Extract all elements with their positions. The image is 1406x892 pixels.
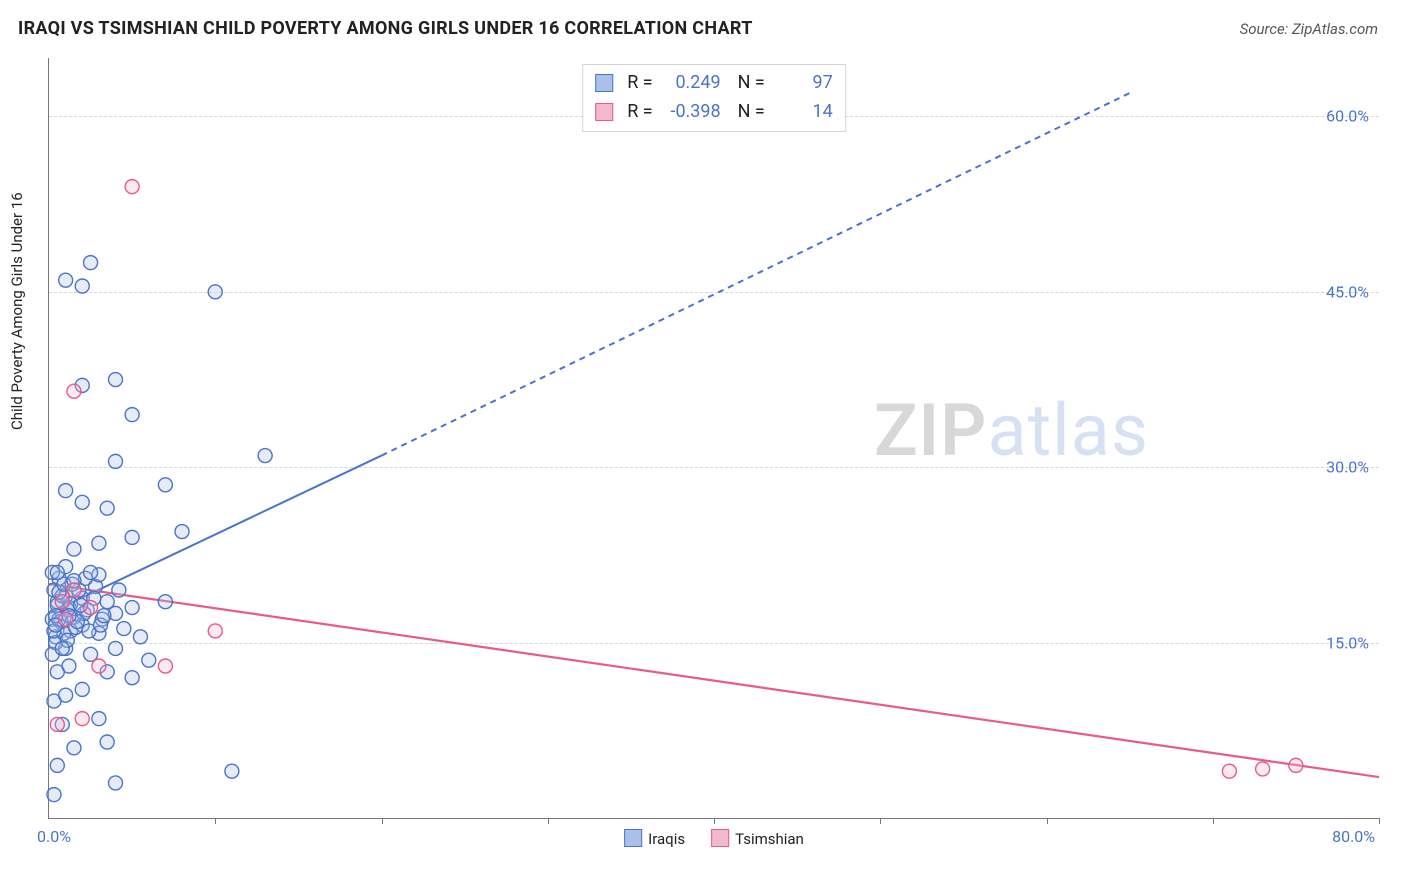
r-value-tsimshian: -0.398 — [661, 98, 721, 127]
x-axis-origin-label: 0.0% — [37, 827, 71, 846]
legend-label-iraqis: Iraqis — [648, 830, 685, 848]
chart-title: IRAQI VS TSIMSHIAN CHILD POVERTY AMONG G… — [18, 18, 753, 39]
x-axis-max-label: 80.0% — [1332, 827, 1375, 846]
correlation-row-tsimshian: R = -0.398 N = 14 — [595, 98, 833, 127]
r-label: R = — [627, 98, 652, 127]
r-label: R = — [627, 69, 652, 98]
scatter-plot: 15.0%30.0%45.0%60.0% ZIPatlas R = 0.249 … — [48, 58, 1379, 819]
source-prefix: Source: — [1240, 20, 1292, 38]
source-name: ZipAtlas.com — [1292, 20, 1378, 38]
swatch-iraqis — [595, 74, 613, 92]
correlation-row-iraqis: R = 0.249 N = 97 — [595, 69, 833, 98]
legend-swatch-iraqis — [624, 829, 642, 847]
plot-svg — [49, 58, 1379, 818]
y-axis-label: Child Poverty Among Girls Under 16 — [8, 192, 26, 430]
swatch-tsimshian — [595, 103, 613, 121]
source-attribution: Source: ZipAtlas.com — [1240, 20, 1378, 38]
r-value-iraqis: 0.249 — [661, 69, 721, 98]
series-legend: Iraqis Tsimshian — [624, 829, 804, 848]
legend-swatch-tsimshian — [711, 829, 729, 847]
correlation-legend: R = 0.249 N = 97 R = -0.398 N = 14 — [582, 64, 846, 132]
n-label: N = — [729, 98, 765, 127]
n-label: N = — [729, 69, 765, 98]
legend-label-tsimshian: Tsimshian — [735, 830, 804, 848]
legend-item-iraqis: Iraqis — [624, 829, 685, 848]
n-value-tsimshian: 14 — [773, 98, 833, 127]
header-row: IRAQI VS TSIMSHIAN CHILD POVERTY AMONG G… — [0, 0, 1406, 47]
n-value-iraqis: 97 — [773, 69, 833, 98]
legend-item-tsimshian: Tsimshian — [711, 829, 804, 848]
